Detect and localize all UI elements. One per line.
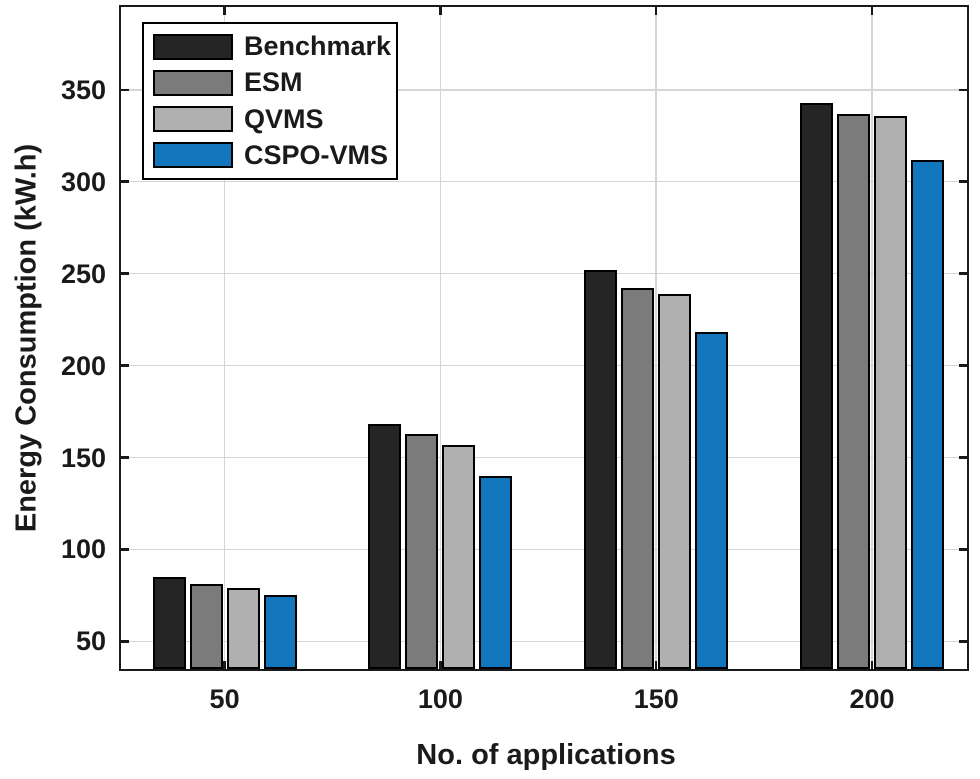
y-tick-mark-left (121, 88, 129, 91)
bar-esm-150 (621, 288, 655, 669)
x-tick-mark-bottom (223, 661, 226, 669)
gridline-horizontal (121, 89, 967, 91)
y-tick-mark-right (959, 548, 967, 551)
x-tick-mark-top (870, 7, 874, 15)
legend: Benchmark ESM QVMS CSPO-VMS (142, 22, 398, 180)
x-tick-mark-top (223, 7, 226, 15)
y-tick-label: 300 (60, 166, 106, 197)
legend-item: CSPO-VMS (153, 139, 396, 170)
gridline-horizontal (121, 272, 967, 275)
x-tick-mark-bottom (654, 661, 658, 669)
bar-cspo-vms-200 (911, 159, 945, 669)
y-tick-label: 150 (60, 442, 106, 473)
x-tick-mark-bottom (870, 661, 874, 669)
x-tick-mark-bottom (439, 661, 442, 669)
legend-label: Benchmark (244, 31, 392, 62)
x-tick-mark-top (439, 7, 442, 15)
legend-label: CSPO-VMS (244, 139, 389, 170)
bar-qvms-150 (658, 293, 692, 669)
y-tick-mark-left (121, 180, 129, 183)
y-tick-mark-left (121, 640, 129, 643)
y-tick-mark-right (959, 88, 967, 91)
y-tick-label: 200 (60, 350, 106, 381)
y-tick-mark-left (121, 548, 129, 551)
gridline-vertical (223, 7, 226, 669)
bar-benchmark-100 (368, 424, 402, 669)
y-tick-label: 350 (60, 74, 106, 105)
bar-esm-200 (837, 113, 871, 669)
x-axis-label: No. of applications (416, 739, 676, 771)
x-tick-label: 100 (417, 684, 463, 714)
y-tick-mark-right (959, 456, 967, 459)
legend-label: ESM (244, 67, 303, 98)
gridline-vertical (655, 7, 657, 669)
bar-qvms-200 (874, 115, 908, 669)
bar-esm-100 (405, 433, 439, 669)
bar-benchmark-50 (152, 577, 186, 669)
y-tick-label: 100 (60, 534, 106, 565)
legend-item: QVMS (153, 103, 396, 134)
gridline-vertical (439, 7, 442, 669)
gridline-horizontal (121, 180, 967, 183)
gridline-horizontal (121, 364, 967, 367)
bar-benchmark-200 (800, 102, 834, 669)
legend-swatch (153, 106, 233, 133)
y-axis-label: Energy Consumption (kW.h) (10, 143, 43, 533)
y-tick-mark-right (959, 272, 967, 275)
y-tick-mark-left (121, 272, 129, 275)
bar-benchmark-150 (584, 269, 618, 669)
bar-cspo-vms-150 (695, 332, 729, 669)
legend-item: Benchmark (153, 33, 396, 60)
legend-swatch (153, 69, 233, 96)
x-tick-label: 150 (633, 684, 679, 714)
gridline-horizontal (121, 456, 967, 459)
y-tick-label: 250 (60, 258, 106, 289)
bar-qvms-100 (442, 444, 476, 669)
y-tick-mark-left (121, 456, 129, 459)
x-tick-mark-top (654, 7, 658, 15)
gridline-horizontal (121, 640, 967, 643)
legend-item: ESM (153, 69, 396, 96)
bar-esm-50 (189, 584, 223, 669)
bar-qvms-50 (226, 588, 260, 669)
x-tick-label: 50 (209, 684, 240, 714)
plot-area (119, 5, 969, 671)
legend-swatch (153, 142, 233, 169)
legend-swatch (153, 33, 233, 60)
bar-cspo-vms-100 (479, 475, 513, 669)
y-tick-label: 50 (75, 626, 106, 657)
y-tick-mark-right (959, 364, 967, 367)
x-tick-label: 200 (849, 684, 895, 714)
gridline-vertical (871, 7, 873, 669)
bar-cspo-vms-50 (263, 595, 297, 669)
y-tick-mark-right (959, 640, 967, 643)
y-tick-mark-left (121, 364, 129, 367)
y-tick-mark-right (959, 180, 967, 183)
gridline-horizontal (121, 548, 967, 551)
legend-label: QVMS (244, 103, 324, 134)
